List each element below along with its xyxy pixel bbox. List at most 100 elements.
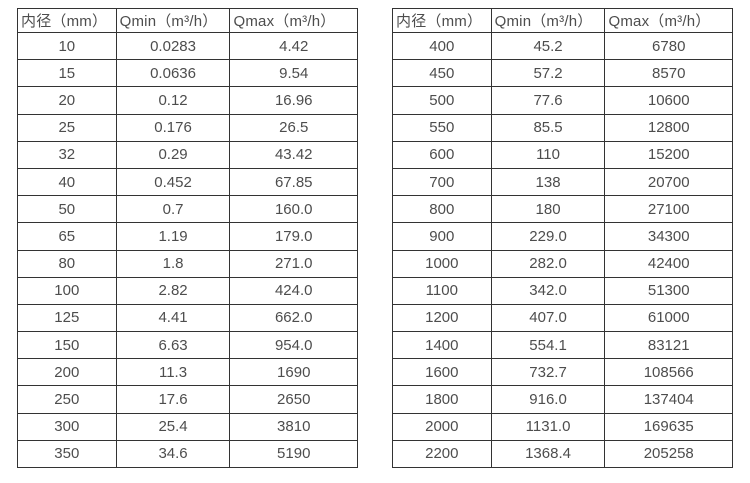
table-cell: 2650: [229, 385, 358, 414]
table-cell: 32: [17, 140, 117, 169]
table-cell: 2000: [392, 412, 492, 441]
table-cell: 554.1: [490, 331, 606, 360]
table-cell: 0.176: [115, 113, 231, 142]
table-cell: 8570: [604, 59, 733, 88]
table-cell: 1368.4: [490, 439, 606, 469]
table-row: 50 0.7 160.0: [17, 195, 358, 224]
table-row: 1200 407.0 61000: [392, 303, 733, 333]
table-cell: 6.63: [115, 331, 231, 360]
table-cell: 169635: [604, 412, 733, 441]
table-cell: 180: [490, 195, 606, 224]
table-cell: 10600: [604, 86, 733, 115]
table-cell: 229.0: [490, 222, 606, 251]
table-cell: 15: [17, 59, 117, 88]
table-cell: 150: [17, 331, 117, 360]
table-cell: 11.3: [115, 358, 231, 387]
table-cell: 916.0: [490, 385, 606, 414]
table-cell: 1100: [392, 276, 492, 305]
table-row: 15 0.0636 9.54: [17, 59, 358, 88]
table-cell: 25.4: [115, 412, 231, 441]
table-cell: 407.0: [490, 303, 606, 333]
table-row: 1100 342.0 51300: [392, 276, 733, 305]
table-cell: 2200: [392, 439, 492, 469]
table-cell: 5190: [229, 439, 358, 469]
table-cell: 17.6: [115, 385, 231, 414]
header-row: 内径（mm） Qmin（m³/h） Qmax（m³/h）: [392, 8, 733, 33]
table-row: 700 138 20700: [392, 167, 733, 197]
table-cell: 65: [17, 222, 117, 251]
table-cell: 1131.0: [490, 412, 606, 441]
table-row: 800 180 27100: [392, 195, 733, 224]
table-row: 600 110 15200: [392, 140, 733, 169]
table-cell: 1200: [392, 303, 492, 333]
table-cell: 83121: [604, 331, 733, 360]
table-cell: 2.82: [115, 276, 231, 305]
table-cell: 0.29: [115, 140, 231, 169]
table-row: 32 0.29 43.42: [17, 140, 358, 169]
table-cell: 500: [392, 86, 492, 115]
table-row: 2200 1368.4 205258: [392, 439, 733, 469]
table-cell: 40: [17, 167, 117, 197]
column-header: 内径（mm）: [17, 8, 117, 33]
table-cell: 424.0: [229, 276, 358, 305]
table-cell: 0.452: [115, 167, 231, 197]
table-cell: 271.0: [229, 249, 358, 278]
table-cell: 4.41: [115, 303, 231, 333]
table-cell: 205258: [604, 439, 733, 469]
table-row: 80 1.8 271.0: [17, 249, 358, 278]
table-row: 125 4.41 662.0: [17, 303, 358, 333]
table-cell: 350: [17, 439, 117, 469]
table-row: 900 229.0 34300: [392, 222, 733, 251]
table-cell: 125: [17, 303, 117, 333]
table-cell: 100: [17, 276, 117, 305]
table-cell: 179.0: [229, 222, 358, 251]
table-cell: 1400: [392, 331, 492, 360]
table-cell: 138: [490, 167, 606, 197]
table-cell: 10: [17, 31, 117, 61]
table-row: 40 0.452 67.85: [17, 167, 358, 197]
table-cell: 85.5: [490, 113, 606, 142]
column-header: Qmin（m³/h）: [490, 8, 606, 33]
table-cell: 600: [392, 140, 492, 169]
table-cell: 12800: [604, 113, 733, 142]
table-row: 350 34.6 5190: [17, 439, 358, 469]
table-cell: 57.2: [490, 59, 606, 88]
column-header: 内径（mm）: [392, 8, 492, 33]
table-row: 250 17.6 2650: [17, 385, 358, 414]
table-cell: 6780: [604, 31, 733, 61]
table-cell: 51300: [604, 276, 733, 305]
table-row: 1800 916.0 137404: [392, 385, 733, 414]
table-cell: 50: [17, 195, 117, 224]
table-cell: 77.6: [490, 86, 606, 115]
table-cell: 160.0: [229, 195, 358, 224]
table-row: 65 1.19 179.0: [17, 222, 358, 251]
table-cell: 1600: [392, 358, 492, 387]
column-header: Qmax（m³/h）: [229, 8, 358, 33]
table-cell: 34300: [604, 222, 733, 251]
table-cell: 1.19: [115, 222, 231, 251]
table-cell: 0.12: [115, 86, 231, 115]
table-row: 400 45.2 6780: [392, 31, 733, 61]
table-row: 25 0.176 26.5: [17, 113, 358, 142]
table-row: 20 0.12 16.96: [17, 86, 358, 115]
table-cell: 1800: [392, 385, 492, 414]
table-cell: 34.6: [115, 439, 231, 469]
table-header: 内径（mm） Qmin（m³/h） Qmax（m³/h）: [392, 8, 733, 33]
table-row: 100 2.82 424.0: [17, 276, 358, 305]
page-container: 内径（mm） Qmin（m³/h） Qmax（m³/h） 10 0.0283 4.42 1…: [17, 8, 733, 469]
table-cell: 4.42: [229, 31, 358, 61]
table-cell: 27100: [604, 195, 733, 224]
table-row: 1600 732.7 108566: [392, 358, 733, 387]
table-cell: 954.0: [229, 331, 358, 360]
table-row: 200 11.3 1690: [17, 358, 358, 387]
table-cell: 0.0283: [115, 31, 231, 61]
table-cell: 3810: [229, 412, 358, 441]
table-cell: 1.8: [115, 249, 231, 278]
table-cell: 61000: [604, 303, 733, 333]
table-row: 550 85.5 12800: [392, 113, 733, 142]
table-cell: 137404: [604, 385, 733, 414]
table-cell: 25: [17, 113, 117, 142]
header-row: 内径（mm） Qmin（m³/h） Qmax（m³/h）: [17, 8, 358, 33]
table-cell: 282.0: [490, 249, 606, 278]
table-cell: 700: [392, 167, 492, 197]
